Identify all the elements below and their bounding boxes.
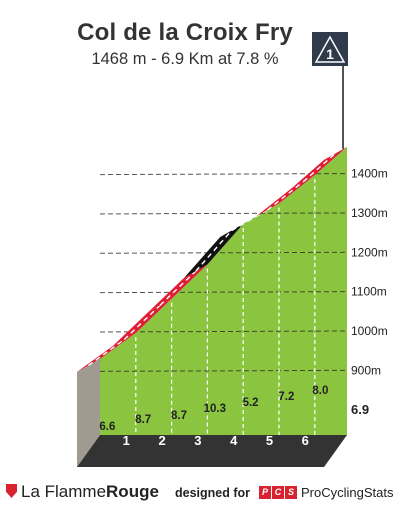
elevation-tick-label: 1200m	[351, 245, 388, 259]
elevation-grid-line	[99, 330, 348, 333]
gradient-label: 8.7	[135, 414, 151, 426]
km-tick-label: 6	[302, 433, 309, 448]
designed-for-label: designed for	[175, 486, 251, 500]
pcs-letter-s: S	[285, 486, 297, 499]
marker-label: 1	[326, 46, 334, 62]
surface-center-line	[195, 229, 233, 272]
km-tick-label: 1	[123, 433, 130, 448]
elevation-grid-line	[99, 291, 348, 294]
gradient-label: 10.3	[204, 403, 226, 415]
gradient-surface-segment	[148, 264, 208, 312]
elevation-tick-label: 1400m	[351, 167, 388, 181]
surface-center-line	[267, 181, 304, 211]
surface-center-line	[231, 209, 268, 232]
elevation-grid-line	[99, 369, 348, 372]
red-flag-icon	[6, 484, 17, 498]
gradient-label: 6.6	[99, 421, 115, 433]
climb-title: Col de la Croix Fry	[77, 19, 293, 46]
gradient-surface-segment	[112, 298, 172, 346]
pcs-logo-icon[interactable]: P C S	[259, 486, 297, 499]
elevation-tick-label: 900m	[351, 363, 381, 377]
surface-center-line	[88, 338, 125, 366]
pcs-letter-p: P	[259, 486, 271, 499]
gradient-label: 5.2	[243, 397, 259, 409]
surface-center-line	[302, 152, 336, 183]
elevation-tick-label: 1000m	[351, 324, 388, 338]
elevation-grid-line	[99, 212, 348, 215]
elevation-tick-label: 1100m	[351, 285, 387, 299]
km-tick-label: 2	[158, 433, 165, 448]
profile-front-fill	[100, 146, 348, 436]
gradient-label: 7.2	[278, 391, 294, 403]
brand-name-part2: Rouge	[106, 482, 159, 501]
profile-base-band	[77, 435, 348, 467]
finish-distance-label: 6.9	[351, 402, 369, 417]
footer: La FlammeRouge designed for P C S ProCyc…	[0, 480, 405, 506]
elevation-tick-label: 1300m	[351, 206, 388, 220]
climb-summary: 1468 m - 6.9 Km at 7.8 %	[91, 50, 279, 68]
brand-logo[interactable]: La FlammeRouge	[6, 482, 159, 502]
gradient-label: 8.0	[312, 385, 328, 397]
km-tick-label: 3	[194, 433, 201, 448]
profile-side-face	[77, 358, 100, 467]
gradient-label: 8.7	[171, 410, 187, 422]
marker-triangle	[314, 35, 346, 63]
elevation-grid-line	[99, 173, 348, 176]
elevation-grid-line	[99, 251, 348, 254]
pcs-letter-c: C	[272, 486, 284, 499]
brand-name-part1: La Flamme	[21, 482, 107, 501]
pcs-name[interactable]: ProCyclingStats	[301, 485, 394, 500]
km-tick-label: 5	[266, 433, 273, 448]
km-tick-label: 4	[230, 433, 238, 448]
